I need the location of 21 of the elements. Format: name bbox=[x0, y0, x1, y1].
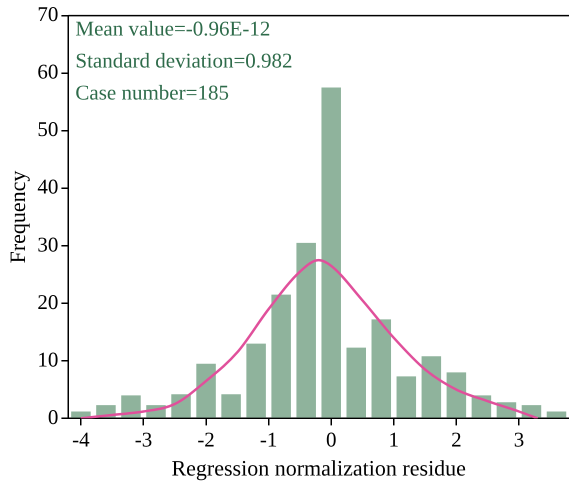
y-tick-label: 60 bbox=[37, 60, 58, 84]
x-tick-label: -3 bbox=[134, 428, 152, 452]
x-tick-label: -4 bbox=[72, 428, 90, 452]
annotation: Case number=185 bbox=[75, 80, 229, 105]
y-axis-title: Frequency bbox=[4, 170, 30, 264]
x-tick-label: -2 bbox=[197, 428, 215, 452]
annotation: Mean value=-0.96E-12 bbox=[75, 16, 270, 41]
y-tick-label: 10 bbox=[37, 347, 58, 372]
annotation: Standard deviation=0.982 bbox=[75, 48, 293, 73]
x-axis-title: Regression normalization residue bbox=[171, 456, 466, 481]
y-tick-label: 0 bbox=[48, 404, 58, 429]
y-tick-label: 40 bbox=[37, 174, 58, 199]
x-tick-label: 2 bbox=[451, 428, 462, 452]
y-tick-label: 50 bbox=[37, 117, 58, 142]
y-tick-label: 70 bbox=[37, 2, 58, 26]
y-tick-label: 30 bbox=[37, 232, 58, 256]
x-tick-label: 3 bbox=[514, 428, 524, 452]
x-tick-label: -1 bbox=[260, 428, 278, 452]
x-tick-label: 0 bbox=[326, 428, 336, 452]
x-tick-label: 1 bbox=[388, 428, 400, 452]
y-tick-label: 20 bbox=[37, 290, 58, 314]
